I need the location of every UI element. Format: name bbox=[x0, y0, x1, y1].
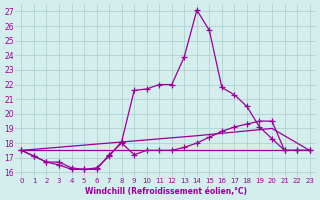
X-axis label: Windchill (Refroidissement éolien,°C): Windchill (Refroidissement éolien,°C) bbox=[84, 187, 246, 196]
